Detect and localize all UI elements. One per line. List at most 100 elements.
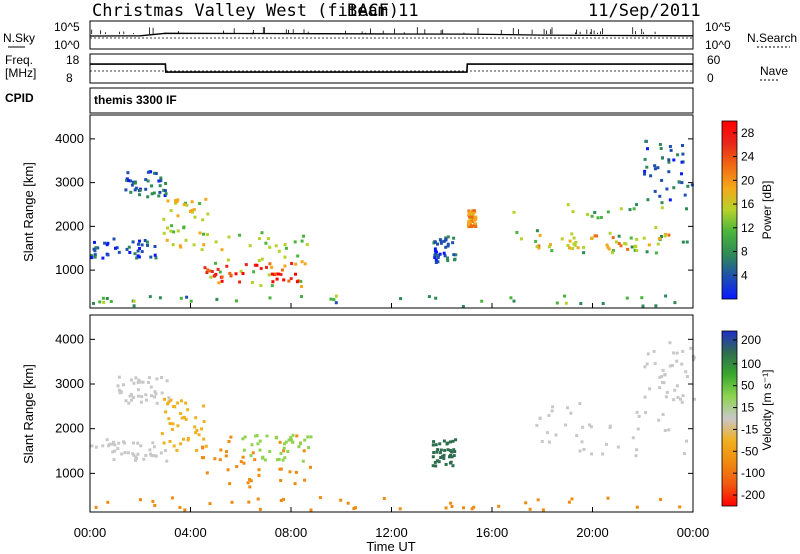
time-x-axis: 00:00 04:00 08:00 12:00 16:00 20:00 00:00 — [74, 303, 709, 540]
data-cell — [279, 479, 283, 482]
data-cell — [254, 434, 258, 438]
data-cell — [679, 397, 682, 401]
data-cell — [117, 250, 121, 254]
data-cell — [155, 377, 159, 381]
data-cell — [601, 452, 605, 456]
data-cell — [180, 416, 184, 420]
data-cell — [289, 436, 293, 439]
data-cell — [268, 296, 272, 300]
data-cell — [159, 451, 163, 455]
data-cell — [280, 268, 284, 272]
data-cell — [631, 436, 635, 440]
data-cell — [299, 442, 302, 446]
data-cell — [279, 467, 283, 471]
data-cell — [136, 388, 140, 392]
data-cell — [252, 270, 256, 274]
data-cell — [288, 470, 292, 474]
data-cell — [652, 349, 656, 353]
data-cell — [442, 439, 446, 443]
data-cell — [654, 251, 658, 255]
data-cell — [111, 442, 115, 446]
data-cell — [454, 438, 458, 442]
data-cell — [193, 215, 197, 219]
data-cell — [112, 237, 116, 241]
data-cell — [238, 280, 242, 284]
data-cell — [677, 180, 681, 184]
data-cell — [564, 423, 567, 427]
data-cell — [138, 247, 141, 250]
data-cell — [130, 398, 133, 402]
data-cell — [129, 378, 133, 382]
data-cell — [267, 237, 270, 241]
data-cell — [117, 441, 121, 445]
data-cell — [664, 294, 668, 298]
data-cell — [90, 256, 94, 260]
data-cell — [192, 208, 196, 212]
data-cell — [681, 144, 684, 147]
data-cell — [643, 157, 647, 161]
data-cell — [214, 261, 217, 265]
data-cell — [175, 448, 179, 452]
data-cell — [176, 424, 180, 428]
station-title: Christmas Valley West (fitACF) — [92, 1, 399, 21]
data-cell — [225, 450, 228, 454]
data-cell — [663, 373, 667, 377]
data-cell — [467, 224, 471, 228]
data-cell — [434, 464, 438, 468]
data-cell — [572, 236, 576, 240]
data-cell — [153, 171, 156, 175]
data-cell — [445, 442, 449, 446]
colorbar-tick-label: -100 — [741, 466, 765, 480]
data-cell — [550, 249, 554, 253]
data-cell — [116, 447, 120, 450]
data-cell — [258, 439, 262, 443]
data-cell — [661, 413, 665, 416]
data-cell — [578, 402, 582, 406]
data-cell — [149, 255, 153, 259]
data-cell — [160, 432, 164, 436]
data-cell — [243, 435, 247, 439]
data-cell — [287, 279, 291, 283]
data-cell — [277, 249, 281, 253]
data-cell — [332, 298, 336, 302]
data-cell — [162, 231, 166, 235]
data-cell — [220, 279, 224, 283]
freq-label: Freq. — [5, 53, 33, 67]
data-cell — [158, 190, 162, 194]
data-cell — [197, 433, 201, 437]
data-cell — [318, 496, 322, 500]
data-cell — [635, 505, 639, 509]
data-cell — [568, 246, 571, 250]
data-cell — [683, 193, 687, 197]
data-cell — [168, 440, 172, 443]
data-cell — [537, 244, 541, 248]
data-cell — [94, 505, 98, 509]
data-cell — [537, 246, 541, 250]
data-cell — [173, 405, 177, 409]
data-cell — [251, 281, 254, 284]
data-cell — [153, 504, 157, 507]
data-cell — [283, 456, 287, 460]
data-cell — [90, 254, 94, 258]
data-cell — [171, 427, 174, 431]
data-cell — [432, 451, 436, 454]
data-cell — [172, 230, 176, 234]
data-cell — [235, 465, 239, 469]
data-cell — [184, 401, 188, 405]
data-cell — [601, 302, 605, 305]
data-cell — [265, 434, 269, 438]
data-cell — [663, 234, 667, 238]
data-cell — [164, 410, 168, 414]
data-cell — [270, 265, 274, 269]
data-cell — [668, 364, 672, 368]
data-cell — [467, 212, 471, 216]
data-cell — [106, 241, 110, 245]
data-cell — [284, 246, 288, 250]
data-cell — [434, 443, 438, 447]
data-cell — [675, 384, 679, 388]
freq-frame — [89, 53, 694, 84]
data-cell — [576, 246, 580, 250]
data-cell — [449, 501, 453, 505]
data-cell — [251, 451, 255, 455]
data-cell — [229, 435, 233, 439]
